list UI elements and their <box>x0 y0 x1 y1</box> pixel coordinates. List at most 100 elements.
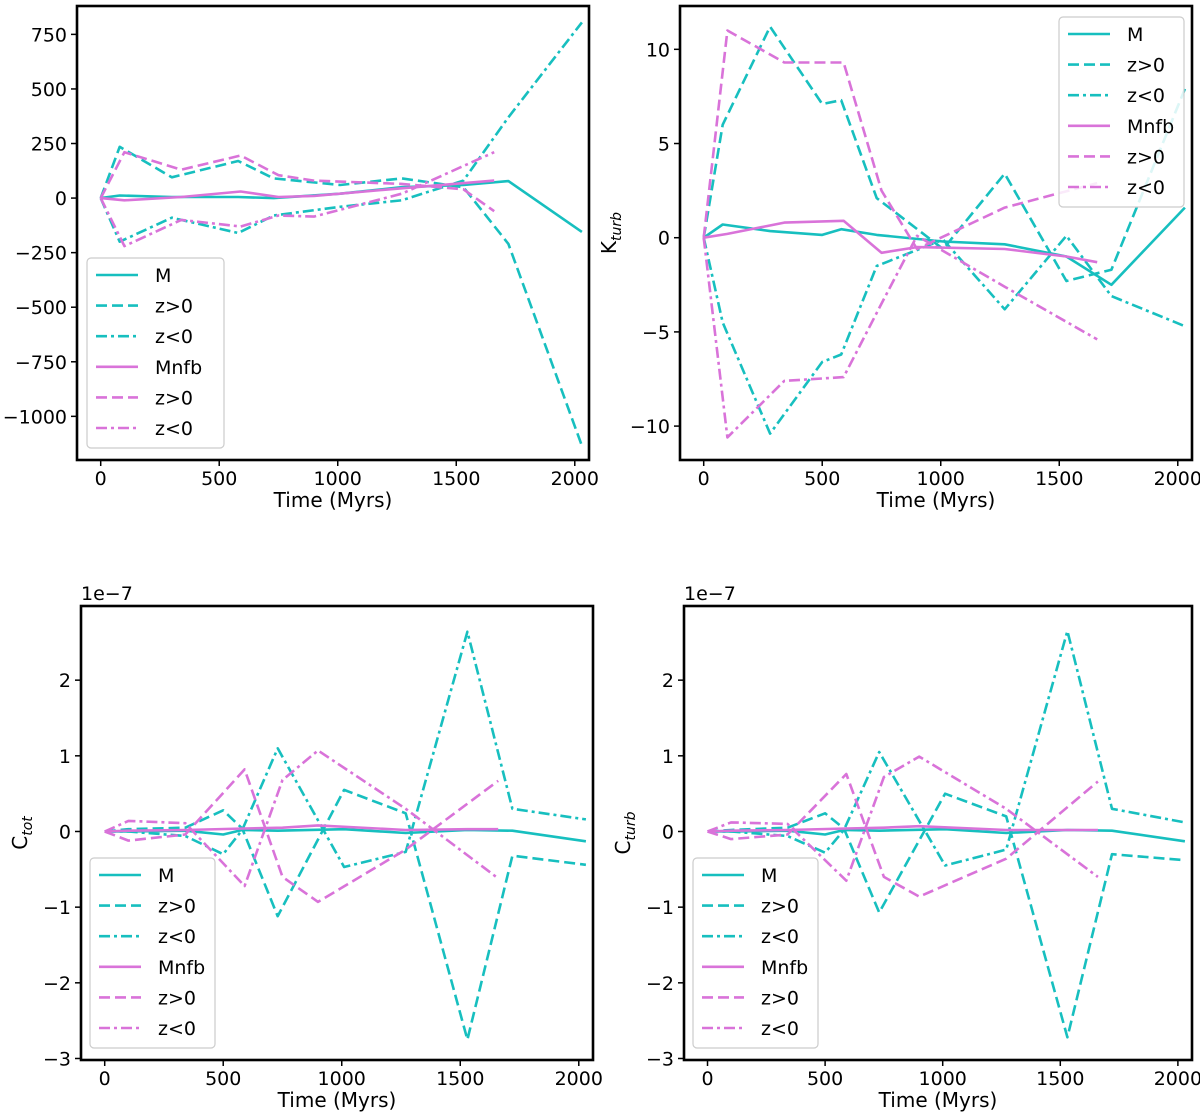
legend-box <box>692 857 819 1049</box>
subplot-bottom-right: 0 500 1000 1500 2000 2 1 0 −1 −2 −3 Time (Myrs) Ctur… <box>611 583 1200 1112</box>
x-tick-label: 1500 <box>1036 1068 1084 1090</box>
plot-area <box>104 630 587 1041</box>
y-tick-label: −10 <box>630 416 670 438</box>
axes-frame <box>678 4 1194 462</box>
y-tick-label: 2 <box>59 670 71 692</box>
series-line-mnfb-dashdot <box>707 755 1099 883</box>
series-line-m-dashed <box>99 145 584 447</box>
legend-label: M <box>1127 24 1143 46</box>
y-tick-label: −5 <box>642 322 670 344</box>
x-tick-label: 0 <box>701 1068 713 1090</box>
axes-frame <box>682 604 1194 1062</box>
x-tick-label: 0 <box>99 1068 111 1090</box>
series-line-m-dashdot <box>104 630 587 869</box>
subplot-top-right: 0 500 1000 1500 2000 10 5 0 −5 −10 Time (Myrs) Ktur… <box>597 4 1200 512</box>
subplot-bottom-left: 0 500 1000 1500 2000 2 1 0 −1 −2 −3 Time (Myrs) Ctot… <box>8 583 603 1112</box>
legend-label: z<0 <box>1127 177 1165 199</box>
y-tick-label: −2 <box>646 973 674 995</box>
legend-label: z>0 <box>761 896 799 918</box>
y-axis-label: Ctot <box>8 816 36 850</box>
legend-label: z<0 <box>1127 85 1165 107</box>
x-axis-label: Time (Myrs) <box>273 488 393 512</box>
series-line-m-dashdot <box>707 629 1186 867</box>
legend-label: z>0 <box>158 896 196 918</box>
x-tick-label: 2000 <box>1154 1068 1200 1090</box>
legend-box <box>1058 16 1185 208</box>
series-line-mnfb-solid <box>104 824 499 833</box>
plot-area <box>702 25 1187 439</box>
legend-label: z>0 <box>1127 55 1165 77</box>
series-line-m-dashdot <box>99 21 583 243</box>
y-tick-label: −500 <box>15 297 67 319</box>
y-axis-label: Cturb <box>611 811 639 854</box>
x-tick-label: 1000 <box>314 468 362 490</box>
axes-frame <box>75 4 591 462</box>
series-line-mnfb-dashdot <box>702 234 1098 439</box>
legend-label: z<0 <box>761 926 799 948</box>
x-tick-label: 1000 <box>919 1068 967 1090</box>
y-tick-label: 1 <box>662 746 674 768</box>
x-tick-label: 1500 <box>432 468 480 490</box>
series-line-mnfb-dashed <box>702 29 1098 251</box>
x-tick-label: 1500 <box>436 1068 484 1090</box>
subplot-top-left: 0 500 1000 1500 2000 750 500 250 0 −250 −500 −750 −1… <box>3 4 599 512</box>
x-axis-label: Time (Myrs) <box>876 488 996 512</box>
y-tick-label: 500 <box>31 79 67 101</box>
legend-label: Mnfb <box>761 957 808 979</box>
y-tick-label: 10 <box>646 39 670 61</box>
plot-area <box>99 21 584 447</box>
x-tick-label: 1000 <box>318 1068 366 1090</box>
series-line-m-dashed <box>104 788 587 1041</box>
legend-label: M <box>158 865 174 887</box>
legend-label: z>0 <box>1127 146 1165 168</box>
y-tick-label: −1000 <box>3 406 67 428</box>
legend: Mz>0 z<0 Mnfb z>0 z<0 <box>1058 16 1185 208</box>
legend-label: z>0 <box>155 387 193 409</box>
x-tick-label: 500 <box>807 1068 843 1090</box>
x-tick-label: 0 <box>95 468 107 490</box>
series-line-mnfb-dashed <box>99 150 495 213</box>
y-tick-label: 0 <box>662 821 674 843</box>
x-tick-label: 2000 <box>1154 468 1200 490</box>
legend-label: z>0 <box>761 987 799 1009</box>
x-tick-label: 2000 <box>555 1068 603 1090</box>
legend-label: z<0 <box>158 926 196 948</box>
x-tick-label: 500 <box>201 468 237 490</box>
y-tick-label: 1 <box>59 746 71 768</box>
offset-multiplier: 1e−7 <box>81 583 133 605</box>
x-tick-label: 2000 <box>551 468 599 490</box>
x-tick-label: 1500 <box>1035 468 1083 490</box>
y-tick-label: 0 <box>59 821 71 843</box>
series-line-m-dashdot <box>702 234 1186 435</box>
legend-label: z<0 <box>158 1018 196 1040</box>
y-tick-label: 0 <box>55 188 67 210</box>
legend-label: Mnfb <box>155 357 202 379</box>
legend: Mz>0 z<0 Mnfb z>0 z<0 <box>89 857 216 1049</box>
legend-label: z>0 <box>158 987 196 1009</box>
legend-label: Mnfb <box>158 957 205 979</box>
series-line-mnfb-solid <box>703 219 1098 264</box>
legend-label: Mnfb <box>1127 116 1174 138</box>
series-line-m-dashed <box>707 792 1186 1039</box>
series-line-mnfb-dashed <box>707 772 1099 898</box>
series-line-mnfb-dashed <box>104 768 499 904</box>
y-tick-label: 2 <box>662 670 674 692</box>
series-line-mnfb-solid <box>707 824 1098 833</box>
legend-label: z<0 <box>155 326 193 348</box>
x-tick-label: 0 <box>698 468 710 490</box>
series-line-mnfb-dashdot <box>104 749 499 888</box>
series-line-mnfb-solid <box>100 179 495 202</box>
x-tick-label: 500 <box>804 468 840 490</box>
legend: Mz>0 z<0 Mnfb z>0 z<0 <box>692 857 819 1049</box>
y-tick-label: 5 <box>658 134 670 156</box>
legend-label: M <box>761 865 777 887</box>
legend-box <box>89 857 216 1049</box>
y-tick-label: 0 <box>658 228 670 250</box>
legend-label: M <box>155 265 171 287</box>
y-tick-label: −2 <box>43 973 71 995</box>
legend-label: z>0 <box>155 296 193 318</box>
y-tick-label: −3 <box>43 1048 71 1070</box>
y-tick-label: −3 <box>646 1048 674 1070</box>
x-axis-label: Time (Myrs) <box>277 1088 397 1112</box>
